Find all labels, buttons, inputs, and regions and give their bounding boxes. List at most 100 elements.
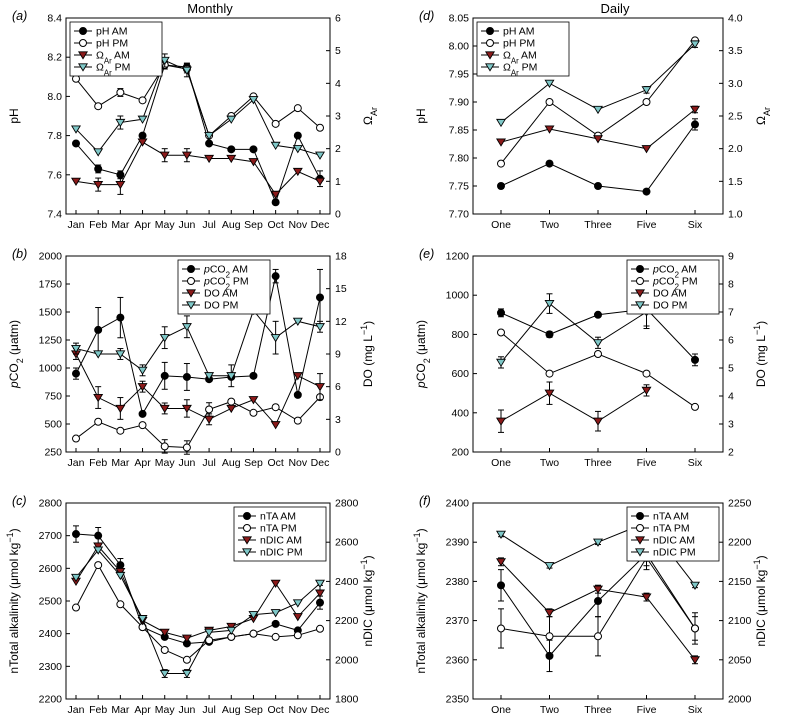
legend-entry: ΩAr PM bbox=[503, 62, 537, 78]
legend-marker bbox=[78, 63, 88, 72]
right-tick-label: 2100 bbox=[728, 615, 752, 627]
left-tick-label: 1750 bbox=[39, 279, 63, 291]
y2-axis-label: DO (mg L−1) bbox=[752, 321, 768, 387]
panel-label: (e) bbox=[419, 247, 434, 261]
series-ar-pm bbox=[496, 40, 700, 128]
data-point bbox=[496, 558, 506, 567]
data-point bbox=[594, 310, 602, 319]
right-tick-label: 9 bbox=[728, 251, 734, 263]
right-tick-label: 3 bbox=[335, 111, 341, 123]
data-point bbox=[642, 187, 651, 196]
data-point bbox=[226, 404, 237, 414]
data-point bbox=[116, 561, 125, 570]
legend-marker bbox=[79, 27, 87, 35]
x-tick-label: Five bbox=[637, 704, 657, 716]
data-point bbox=[691, 624, 699, 633]
x-tick-label: Oct bbox=[267, 457, 283, 469]
y-axis-label: pCO2 (μatm) bbox=[414, 320, 432, 389]
panel-c: (c) 2200 2300 2400 2500 2600 2700 2800 1800 2000 2… bbox=[5, 494, 375, 716]
y2-axis-label: ΩAr bbox=[754, 107, 772, 125]
x-tick-label: Nov bbox=[288, 704, 307, 716]
right-tick-label: 1.5 bbox=[728, 176, 743, 188]
data-point bbox=[316, 624, 324, 633]
right-tick-label: 6 bbox=[335, 381, 341, 393]
x-tick-label: Jan bbox=[68, 457, 85, 469]
data-point bbox=[594, 632, 602, 641]
left-tick-label: 2200 bbox=[39, 694, 63, 706]
left-tick-label: 2800 bbox=[39, 498, 63, 510]
x-tick-label: Apr bbox=[134, 704, 151, 716]
data-point bbox=[292, 145, 303, 154]
data-point bbox=[116, 600, 125, 609]
data-point bbox=[181, 66, 192, 75]
data-point bbox=[545, 369, 554, 378]
x-tick-label: Nov bbox=[288, 457, 307, 469]
data-point bbox=[497, 308, 505, 317]
legend-entry: ΩAr PM bbox=[96, 62, 130, 78]
data-point bbox=[293, 631, 302, 640]
legend-marker bbox=[636, 524, 644, 532]
data-point bbox=[93, 148, 104, 157]
right-tick-label: 15 bbox=[335, 283, 347, 295]
x-tick-label: One bbox=[491, 219, 511, 231]
data-point bbox=[227, 397, 236, 406]
left-tick-label: 2300 bbox=[39, 661, 63, 673]
data-point bbox=[137, 138, 148, 147]
data-point bbox=[115, 118, 126, 128]
series-line bbox=[75, 276, 321, 416]
data-point bbox=[497, 182, 505, 190]
left-tick-label: 2380 bbox=[446, 576, 470, 588]
data-point bbox=[93, 546, 104, 555]
data-point bbox=[71, 344, 81, 354]
x-tick-label: Mar bbox=[111, 457, 130, 469]
right-tick-label: 6 bbox=[728, 335, 734, 347]
series-ndic-am bbox=[496, 557, 700, 665]
x-tick-label: Jul bbox=[202, 704, 215, 716]
right-tick-label: 2400 bbox=[335, 576, 359, 588]
data-point bbox=[691, 120, 699, 129]
data-point bbox=[316, 293, 324, 302]
left-tick-label: 7.90 bbox=[449, 97, 470, 109]
data-point bbox=[159, 404, 170, 414]
data-point bbox=[181, 151, 192, 160]
legend-marker bbox=[485, 51, 495, 60]
y2-axis-label: ΩAr bbox=[361, 107, 379, 125]
x-tick-label: Aug bbox=[222, 704, 241, 716]
data-point bbox=[160, 442, 169, 451]
legend-entry: pH AM bbox=[503, 26, 535, 38]
data-point bbox=[249, 145, 258, 154]
data-point bbox=[691, 355, 699, 364]
x-tick-label: May bbox=[155, 219, 176, 231]
right-tick-label: 2600 bbox=[335, 537, 359, 549]
data-point bbox=[248, 396, 259, 405]
x-tick-label: Five bbox=[637, 219, 657, 231]
data-point bbox=[315, 579, 325, 589]
series-pco2-am bbox=[72, 268, 324, 418]
series-line bbox=[75, 353, 321, 426]
legend-entry: pCO2 PM bbox=[203, 276, 249, 292]
left-tick-label: 500 bbox=[44, 419, 62, 431]
x-tick-label: Feb bbox=[89, 219, 107, 231]
data-point bbox=[641, 386, 652, 396]
data-point bbox=[641, 145, 652, 154]
left-tick-label: 7.6 bbox=[47, 169, 62, 181]
data-point bbox=[182, 443, 191, 452]
series-line bbox=[75, 141, 321, 196]
data-point bbox=[115, 404, 126, 414]
data-point bbox=[496, 138, 506, 147]
right-tick-label: 6 bbox=[335, 13, 341, 25]
data-point bbox=[315, 151, 325, 160]
data-point bbox=[226, 626, 237, 636]
data-point bbox=[93, 393, 104, 403]
right-tick-label: 2200 bbox=[728, 537, 752, 549]
data-point bbox=[315, 383, 325, 392]
monthly-title: Monthly bbox=[187, 1, 233, 16]
data-point bbox=[94, 417, 103, 426]
legend-marker bbox=[187, 277, 195, 285]
data-point bbox=[115, 568, 126, 577]
data-point bbox=[116, 88, 125, 97]
left-tick-label: 200 bbox=[451, 447, 469, 459]
legend-marker bbox=[485, 63, 495, 72]
data-point bbox=[496, 530, 506, 540]
x-tick-label: Jul bbox=[202, 219, 215, 231]
